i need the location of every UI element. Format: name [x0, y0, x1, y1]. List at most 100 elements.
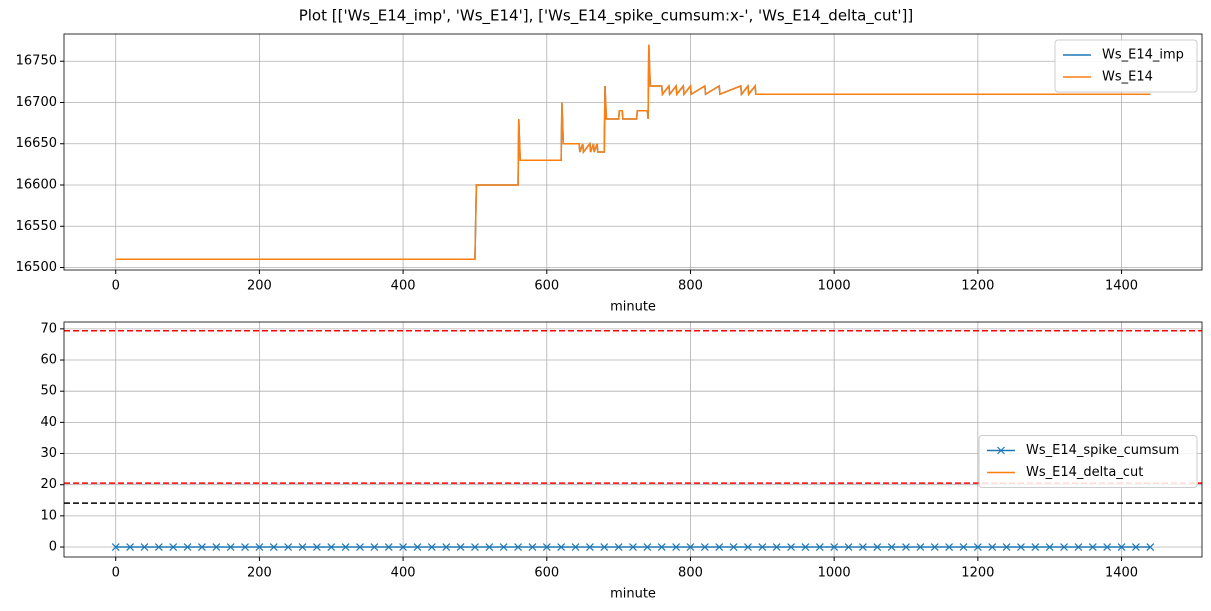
- marker: [370, 543, 379, 551]
- marker: [471, 543, 479, 551]
- marker: [916, 543, 925, 551]
- x-tick-label: 0: [112, 566, 120, 581]
- marker: [111, 543, 120, 551]
- marker: [1146, 543, 1155, 551]
- plot-area: 0 200 400 600 800 1000 1200 1400 16500 16550 16600…: [16, 33, 1203, 315]
- y-tick-label: 70: [40, 321, 57, 336]
- x-axis-label: minute: [610, 300, 656, 315]
- y-tick-label: 16700: [16, 95, 57, 110]
- marker: [629, 543, 637, 551]
- marker: [787, 543, 795, 551]
- marker: [858, 543, 867, 551]
- marker: [643, 543, 652, 551]
- marker: [988, 543, 997, 551]
- marker: [1103, 543, 1112, 551]
- marker: [657, 543, 666, 551]
- marker: [528, 543, 537, 551]
- marker: [327, 543, 336, 551]
- marker: [887, 543, 896, 551]
- marker: [269, 543, 278, 551]
- marker: [183, 543, 192, 551]
- marker: [801, 543, 810, 551]
- marker: [585, 543, 594, 551]
- marker: [557, 543, 566, 551]
- series-line: [115, 44, 1151, 261]
- marker: [1045, 543, 1054, 551]
- marker: [600, 543, 609, 551]
- x-tick-label: 1000: [818, 566, 851, 581]
- x-tick-label: 200: [247, 279, 272, 294]
- legend-label: Ws_E14: [1102, 70, 1153, 85]
- marker: [700, 543, 709, 551]
- marker: [1131, 543, 1140, 551]
- x-tick-label: 600: [534, 566, 559, 581]
- marker: [815, 543, 824, 551]
- x-tick-label: 200: [247, 566, 272, 581]
- y-tick-label: 16600: [16, 178, 57, 193]
- marker: [873, 543, 882, 551]
- marker: [1031, 543, 1040, 551]
- marker: [1088, 543, 1097, 551]
- legend-box: [1054, 39, 1198, 93]
- marker: [126, 543, 135, 551]
- marker: [614, 543, 623, 551]
- marker: [312, 543, 321, 551]
- marker: [830, 543, 839, 551]
- marker: [1060, 543, 1068, 551]
- marker: [672, 543, 681, 551]
- legend-label: Ws_E14_imp: [1102, 48, 1184, 63]
- marker: [1074, 543, 1083, 551]
- y-tick-label: 40: [40, 415, 57, 430]
- marker: [571, 543, 580, 551]
- y-tick-label: 20: [40, 477, 57, 492]
- y-tick-label: 30: [40, 446, 57, 461]
- y-tick-label: 16550: [16, 219, 57, 234]
- x-tick-label: 1000: [818, 279, 851, 294]
- marker: [514, 543, 522, 551]
- marker: [356, 543, 364, 551]
- marker: [1117, 543, 1126, 551]
- marker: [284, 543, 293, 551]
- y-tick-label: 50: [40, 384, 57, 399]
- marker: [542, 543, 551, 551]
- x-tick-label: 800: [678, 279, 703, 294]
- marker: [1002, 543, 1011, 551]
- marker: [844, 543, 853, 551]
- marker: [686, 543, 695, 551]
- y-tick-label: 60: [40, 353, 57, 368]
- marker: [399, 543, 408, 551]
- axes-frame: [63, 33, 1203, 271]
- marker: [198, 543, 206, 551]
- y-tick-label: 10: [40, 508, 57, 523]
- y-tick-label: 0: [49, 540, 57, 555]
- marker: [427, 543, 436, 551]
- marker: [715, 543, 724, 551]
- x-tick-label: 1400: [1105, 566, 1138, 581]
- marker: [212, 543, 221, 551]
- legend: Ws_E14_imp Ws_E14: [1054, 39, 1198, 93]
- marker: [959, 543, 968, 551]
- x-tick-label: 400: [391, 279, 416, 294]
- legend-marker: [997, 446, 1005, 455]
- marker: [930, 543, 939, 551]
- marker: [973, 543, 982, 551]
- y-tick-label: 16500: [16, 260, 57, 275]
- marker: [241, 543, 249, 551]
- x-tick-label: 1200: [961, 566, 994, 581]
- legend-label: Ws_E14_delta_cut: [1026, 465, 1143, 480]
- x-tick-label: 1400: [1105, 279, 1138, 294]
- marker: [442, 543, 451, 551]
- marker: [456, 543, 465, 551]
- plot-area: 0 200 400 600 800 1000 1200 1400 0 10 20 30 40 50 60 70…: [40, 321, 1203, 602]
- marker: [902, 543, 910, 551]
- y-tick-label: 16650: [16, 136, 57, 151]
- marker: [255, 543, 264, 551]
- axes-frame: [63, 321, 1203, 558]
- marker: [298, 543, 307, 551]
- marker: [341, 543, 350, 551]
- marker: [758, 543, 767, 551]
- marker: [154, 543, 163, 551]
- legend: Ws_E14_spike_cumsum Ws_E14_delta_cut: [978, 435, 1198, 488]
- marker: [140, 543, 149, 551]
